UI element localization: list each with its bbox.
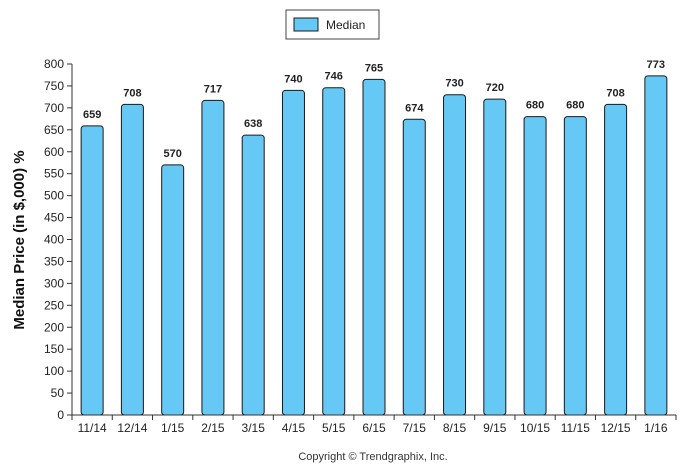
- x-tick-label: 4/15: [282, 421, 306, 435]
- bar: [201, 99, 225, 416]
- x-tick-label: 9/15: [483, 421, 507, 435]
- y-tick-label: 350: [44, 254, 64, 268]
- bar: [80, 125, 104, 416]
- bar: [362, 78, 386, 416]
- x-tick-label: 5/15: [322, 421, 346, 435]
- y-axis-ticks: 0 50 100 150 200 250 300 350 400 450 500 550 600 650 7…: [44, 57, 72, 422]
- bar-value-label: 570: [163, 148, 181, 160]
- bar-value-label: 746: [325, 71, 343, 83]
- y-tick-label: 700: [44, 101, 64, 115]
- bar-value-label: 720: [486, 82, 504, 94]
- bar-value-label: 680: [526, 100, 544, 112]
- y-tick-label: 300: [44, 276, 64, 290]
- bar: [120, 103, 144, 416]
- bar-value-label: 740: [284, 73, 302, 85]
- y-tick-label: 200: [44, 320, 64, 334]
- y-tick-label: 800: [44, 57, 64, 71]
- x-tick-label: 8/15: [443, 421, 467, 435]
- y-tick-label: 650: [44, 123, 64, 137]
- bar: [644, 75, 668, 416]
- bar: [563, 116, 587, 416]
- y-axis-title: Median Price (in $,000) %: [11, 150, 28, 329]
- data-labels: 659 708 570 717 638 740 746 765 674 730 720 680 680 7…: [83, 59, 665, 160]
- bar-value-label: 730: [445, 78, 463, 90]
- bar: [604, 103, 628, 416]
- bar: [443, 94, 467, 416]
- legend-label: Median: [326, 18, 365, 32]
- x-tick-label: 6/15: [362, 421, 386, 435]
- x-tick-label: 12/15: [601, 421, 631, 435]
- y-tick-label: 50: [51, 386, 65, 400]
- bar-value-label: 638: [244, 118, 262, 130]
- y-tick-label: 450: [44, 211, 64, 225]
- bar-value-label: 765: [365, 62, 383, 74]
- y-tick-label: 100: [44, 364, 64, 378]
- bar: [523, 116, 547, 416]
- x-tick-label: 3/15: [242, 421, 266, 435]
- x-tick-label: 1/15: [161, 421, 185, 435]
- y-tick-label: 400: [44, 233, 64, 247]
- bar: [241, 134, 265, 416]
- x-tick-label: 2/15: [201, 421, 225, 435]
- x-tick-label: 7/15: [403, 421, 427, 435]
- legend-swatch: [293, 17, 319, 32]
- bar-value-label: 708: [123, 87, 141, 99]
- y-tick-label: 150: [44, 342, 64, 356]
- bar-value-label: 708: [606, 87, 624, 99]
- x-axis-ticks: 11/14 12/14 1/15 2/15 3/15 4/15 5/15 6/15 7/15 8/…: [71, 415, 677, 435]
- y-tick-label: 550: [44, 167, 64, 181]
- y-tick-label: 500: [44, 189, 64, 203]
- bar: [402, 118, 426, 416]
- legend: Median: [285, 9, 380, 40]
- bar: [322, 87, 346, 416]
- x-tick-label: 1/16: [644, 421, 668, 435]
- y-tick-label: 600: [44, 145, 64, 159]
- bar-value-label: 773: [647, 59, 665, 71]
- x-tick-label: 11/14: [78, 421, 107, 435]
- bars: [80, 75, 668, 416]
- bar: [281, 89, 305, 416]
- y-tick-label: 250: [44, 298, 64, 312]
- bar-value-label: 674: [405, 102, 424, 114]
- x-tick-label: 12/14: [117, 421, 147, 435]
- y-tick-label: 750: [44, 79, 64, 93]
- bar-value-label: 680: [566, 100, 584, 112]
- x-tick-label: 10/15: [520, 421, 550, 435]
- bar-value-label: 717: [204, 83, 222, 95]
- copyright-text: Copyright © Trendgraphix, Inc.: [298, 451, 447, 463]
- bar-value-label: 659: [83, 109, 101, 121]
- bar: [161, 164, 185, 416]
- bar: [483, 98, 507, 416]
- x-tick-label: 11/15: [561, 421, 590, 435]
- y-tick-label: 0: [57, 408, 64, 422]
